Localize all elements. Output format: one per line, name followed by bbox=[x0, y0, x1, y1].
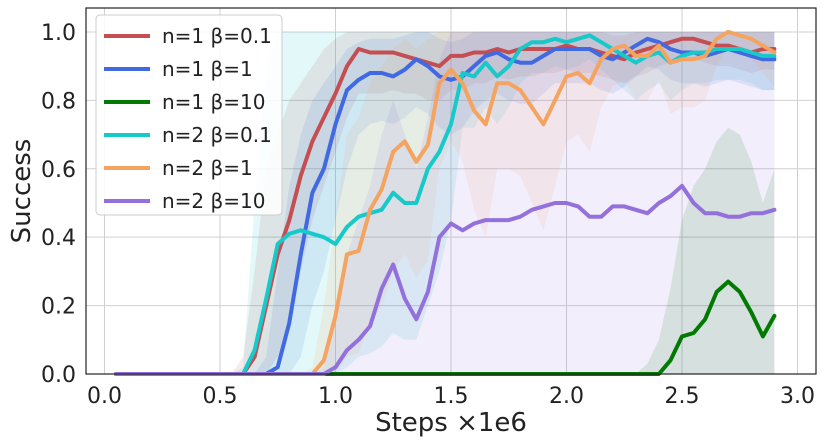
legend-label-series-6: n=2 β=10 bbox=[162, 189, 266, 213]
legend-label-series-3: n=1 β=10 bbox=[162, 90, 266, 114]
legend-label-series-2: n=1 β=1 bbox=[162, 57, 253, 81]
x-tick-label: 0.5 bbox=[202, 384, 237, 409]
legend-box bbox=[95, 14, 283, 216]
band-series-3 bbox=[116, 127, 775, 374]
x-tick-label: 2.0 bbox=[549, 384, 584, 409]
legend-label-series-4: n=2 β=0.1 bbox=[162, 123, 272, 147]
y-tick-label: 0.4 bbox=[41, 226, 76, 251]
legend-label-series-5: n=2 β=1 bbox=[162, 156, 253, 180]
y-axis-title: Success bbox=[7, 139, 37, 244]
legend-label-series-1: n=1 β=0.1 bbox=[162, 24, 272, 48]
band-series-6 bbox=[116, 31, 775, 375]
y-tick-label: 0.2 bbox=[41, 295, 76, 320]
y-tick-label: 0.6 bbox=[41, 158, 76, 183]
legend: n=1 β=0.1 n=1 β=1 n=1 β=10 n=2 β=0.1 n=2 β=1… bbox=[95, 14, 283, 216]
x-tick-label: 1.5 bbox=[434, 384, 469, 409]
x-tick-label: 0.0 bbox=[87, 384, 122, 409]
y-tick-label: 1.0 bbox=[41, 21, 76, 46]
band-series-1 bbox=[116, 31, 775, 375]
x-tick-label: 3.0 bbox=[780, 384, 815, 409]
y-axis-ticks: 0.0 0.2 0.4 0.6 0.8 1.0 bbox=[41, 21, 76, 388]
x-axis-ticks: 0.0 0.5 1.0 1.5 2.0 2.5 3.0 bbox=[87, 384, 815, 409]
x-tick-label: 2.5 bbox=[665, 384, 700, 409]
band-series-2 bbox=[116, 31, 775, 375]
x-tick-label: 1.0 bbox=[318, 384, 353, 409]
y-tick-label: 0.0 bbox=[41, 363, 76, 388]
band-series-5 bbox=[116, 31, 775, 375]
x-axis-title: Steps ×1e6 bbox=[375, 408, 527, 438]
plot-frame bbox=[85, 7, 817, 375]
y-tick-label: 0.8 bbox=[41, 89, 76, 114]
